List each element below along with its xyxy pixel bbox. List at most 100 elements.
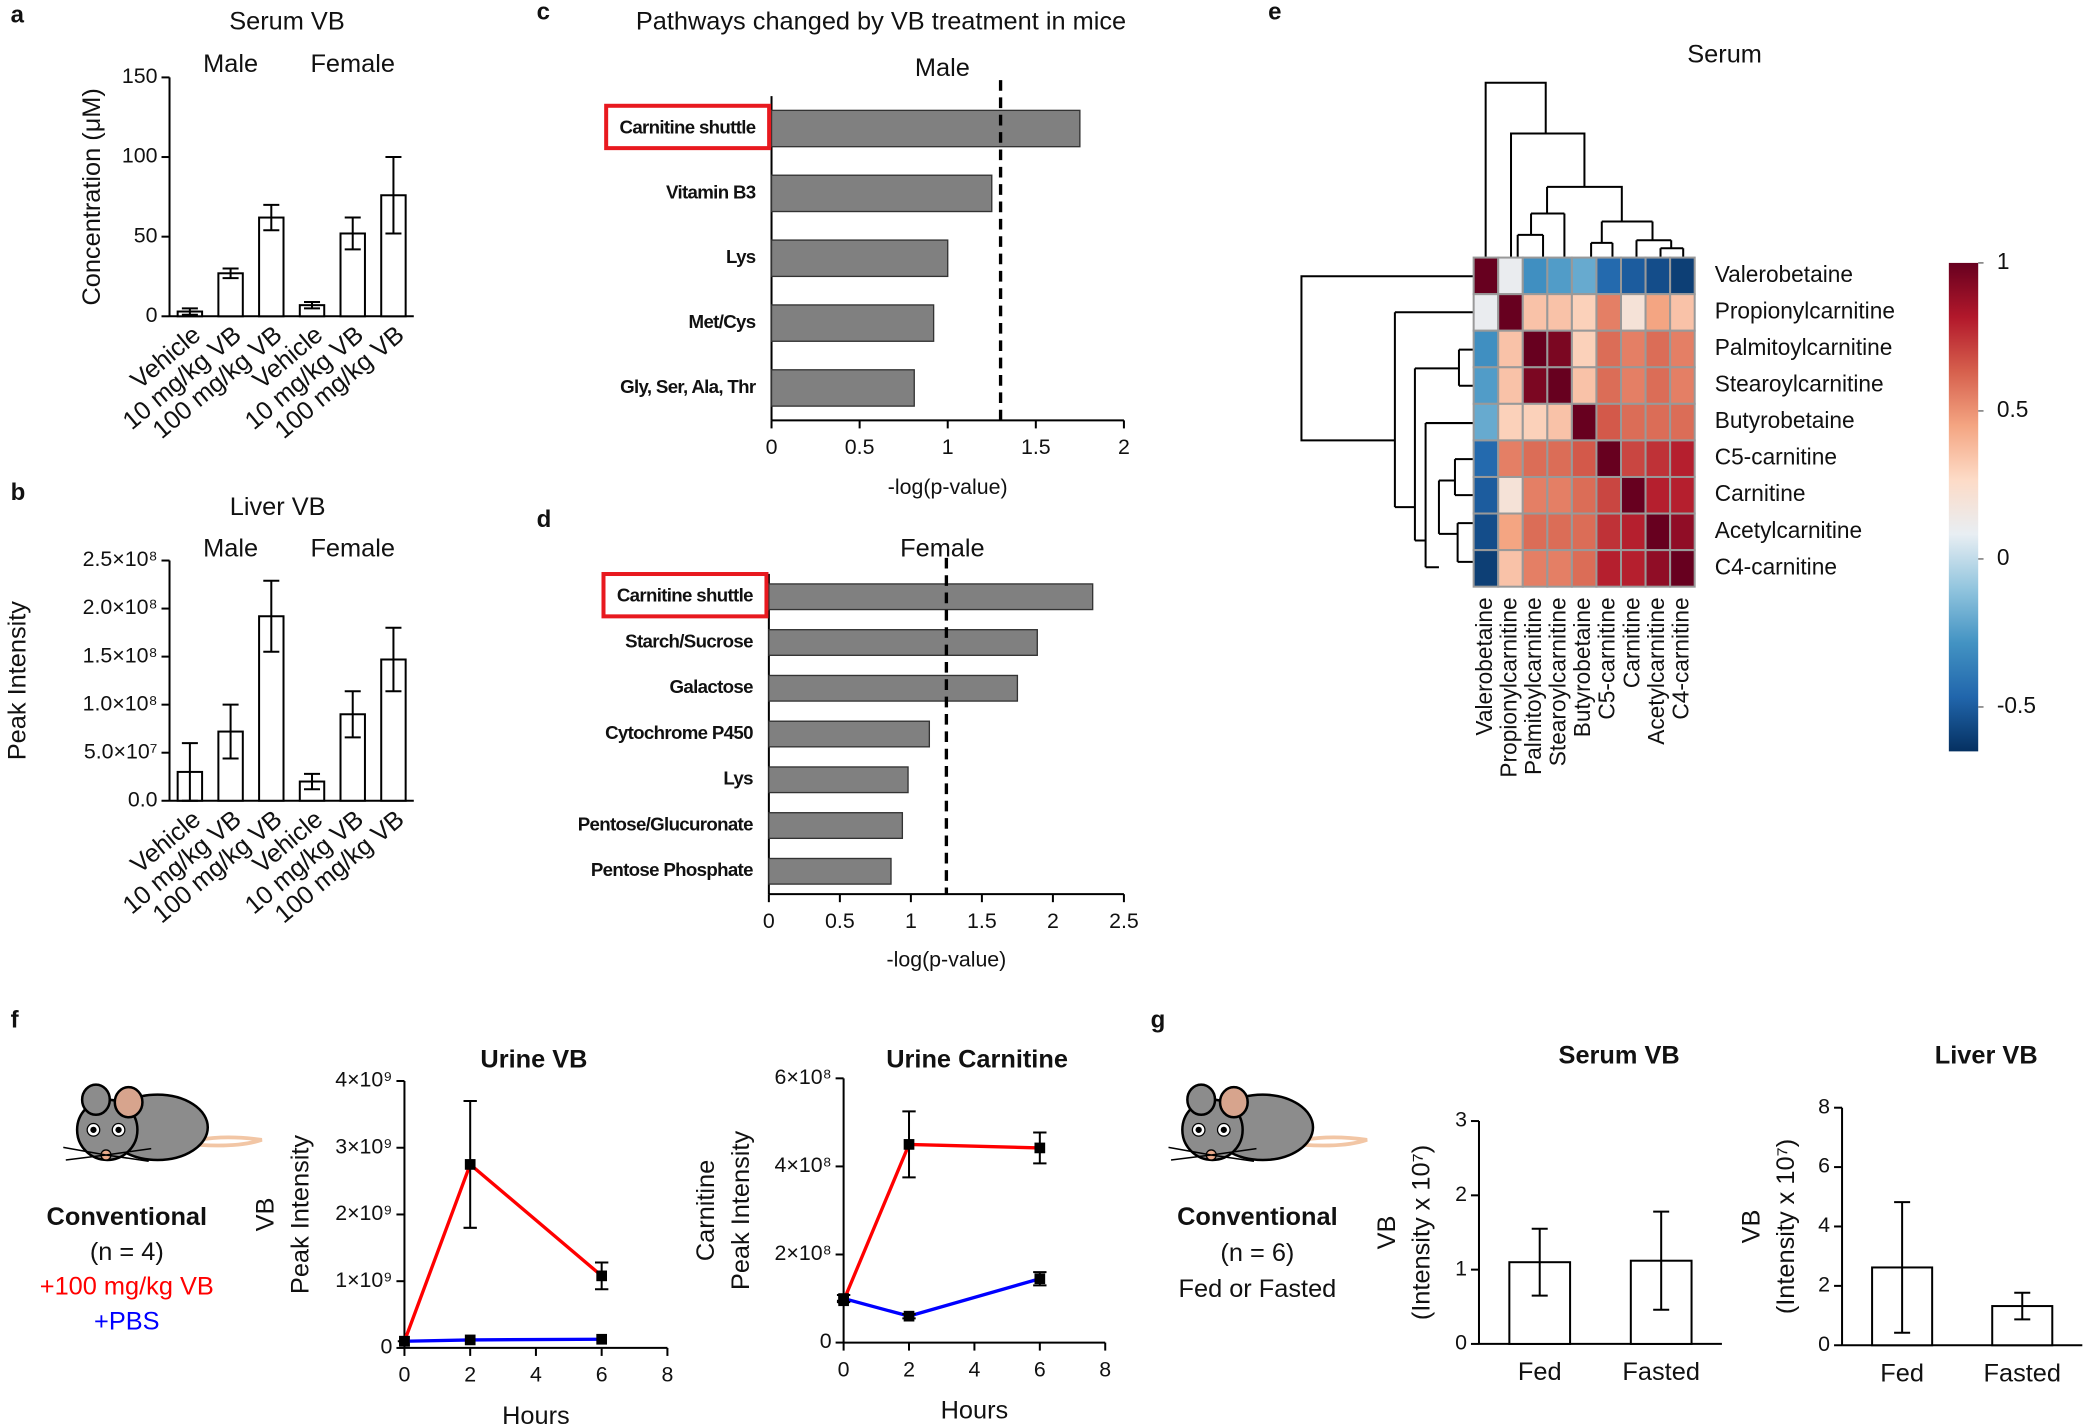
bar xyxy=(217,272,244,318)
x-tick-label: 0.5 xyxy=(845,435,875,459)
y-tick-label: 8 xyxy=(1818,1094,1830,1118)
bar xyxy=(768,857,892,885)
chart-title: Serum VB xyxy=(229,7,345,35)
chart-title: Serum VB xyxy=(1559,1042,1680,1070)
error-bar xyxy=(2014,1291,2031,1321)
heatmap-cell xyxy=(1644,329,1672,369)
bar xyxy=(768,583,1094,611)
x-tick-label: 0 xyxy=(766,435,778,459)
x-tick-label: 2 xyxy=(903,1357,915,1381)
y-tick-label: 6×10⁸ xyxy=(774,1065,831,1089)
heatmap-cell xyxy=(1644,402,1672,442)
chart-subtitle: Male xyxy=(915,54,970,82)
row-label: Butyrobetaine xyxy=(1715,407,1855,433)
heatmap-cell xyxy=(1546,549,1573,588)
y-tick-label: 4 xyxy=(1818,1213,1830,1237)
category-label: Carnitine shuttle xyxy=(620,116,756,137)
heatmap-cell xyxy=(1472,366,1500,405)
panel-label: c xyxy=(537,0,550,26)
y-tick-label: 3 xyxy=(1455,1108,1467,1132)
heatmap-cell xyxy=(1472,439,1500,478)
legend-entry: +100 mg/kg VB xyxy=(40,1273,214,1301)
marker xyxy=(903,1139,915,1150)
heatmap-cell xyxy=(1570,512,1598,552)
heatmap-cell xyxy=(1620,475,1647,515)
colorbar-tick-label: 1 xyxy=(1997,248,2010,274)
error-bar xyxy=(344,216,361,251)
chart-title: Urine VB xyxy=(480,1046,587,1074)
column-label: Stearoylcarnitine xyxy=(1545,597,1571,766)
row-label: Valerobetaine xyxy=(1715,261,1853,287)
y-tick-label: 1 xyxy=(1455,1256,1467,1280)
row-label: C5-carnitine xyxy=(1715,444,1837,470)
y-tick-label: 1.0×10⁸ xyxy=(83,691,158,715)
group-label: Female xyxy=(310,535,395,563)
series-line xyxy=(404,1337,602,1343)
heatmap-cell xyxy=(1497,366,1524,405)
panel-label: f xyxy=(11,1006,20,1033)
row-dendrogram xyxy=(1300,275,1474,569)
heatmap-cell xyxy=(1546,512,1573,552)
heatmap-cell xyxy=(1521,366,1549,405)
marker xyxy=(903,1310,915,1322)
heatmap-cell xyxy=(1497,439,1524,478)
marker xyxy=(838,1293,849,1304)
column-label: Carnitine xyxy=(1618,597,1644,688)
column-label: Palmitoylcarnitine xyxy=(1520,597,1546,775)
x-tick-label: Fed xyxy=(1518,1358,1562,1386)
error-bar xyxy=(222,703,239,760)
heatmap-cell xyxy=(1497,256,1524,296)
y-axis-label: VB xyxy=(1737,1210,1765,1244)
chart-subtitle: Female xyxy=(900,535,985,563)
category-label: Pentose Phosphate xyxy=(591,859,753,880)
highlight-box xyxy=(604,103,772,151)
heatmap-cell xyxy=(1620,293,1647,332)
marker xyxy=(1034,1273,1046,1285)
x-tick-label: 2 xyxy=(1047,909,1059,933)
heatmap-cell xyxy=(1521,475,1549,515)
y-axis-label: (Intensity x 10⁷) xyxy=(1772,1139,1800,1314)
colorbar xyxy=(1948,262,1979,752)
heatmap-cell xyxy=(1521,549,1549,588)
heatmap-cell xyxy=(1546,329,1573,369)
column-label: Acetylcarnitine xyxy=(1643,597,1669,744)
heatmap-cell xyxy=(1521,439,1549,478)
annotation: (n = 4) xyxy=(90,1238,164,1266)
marker xyxy=(596,1270,608,1282)
category-label: Lys xyxy=(723,768,753,789)
x-axis-label: Hours xyxy=(941,1397,1009,1425)
x-tick-label: 0 xyxy=(838,1357,850,1381)
heatmap-cell xyxy=(1472,329,1500,369)
bar xyxy=(770,304,935,342)
heatmap-cell xyxy=(1472,549,1500,588)
panel-label: a xyxy=(11,1,25,28)
y-tick-label: 50 xyxy=(134,223,158,247)
y-tick-label: 0.0 xyxy=(128,787,158,811)
column-label: Butyrobetaine xyxy=(1569,597,1595,737)
marker xyxy=(464,1159,476,1170)
x-tick-label: 8 xyxy=(1099,1357,1111,1381)
y-axis-label: (Intensity x 10⁷) xyxy=(1408,1145,1436,1320)
row-label: Propionylcarnitine xyxy=(1715,297,1895,323)
category-label: Starch/Sucrose xyxy=(625,630,753,651)
heatmap-cell xyxy=(1595,475,1623,515)
y-axis-label: Peak Intensity xyxy=(727,1131,755,1291)
y-axis-label: Concentration (μM) xyxy=(78,88,106,305)
x-tick-label: 2 xyxy=(1118,435,1130,459)
heatmap-cell xyxy=(1669,512,1696,552)
error-bar xyxy=(1894,1201,1911,1334)
heatmap-cell xyxy=(1570,256,1598,296)
heatmap-cell xyxy=(1620,329,1647,369)
category-label: Gly, Ser, Ala, Thr xyxy=(620,376,756,397)
bar xyxy=(770,174,993,213)
heatmap-cell xyxy=(1595,329,1623,369)
x-tick-label: 1 xyxy=(905,909,917,933)
heatmap-cell xyxy=(1570,549,1598,588)
heatmap-cell xyxy=(1546,439,1573,478)
x-tick-label: 4 xyxy=(968,1357,980,1381)
heatmap-cell xyxy=(1546,475,1573,515)
category-label: Galactose xyxy=(670,676,754,697)
heatmap-cell xyxy=(1595,439,1623,478)
mouse-icon xyxy=(1169,1085,1367,1162)
heatmap-cell xyxy=(1472,475,1500,515)
